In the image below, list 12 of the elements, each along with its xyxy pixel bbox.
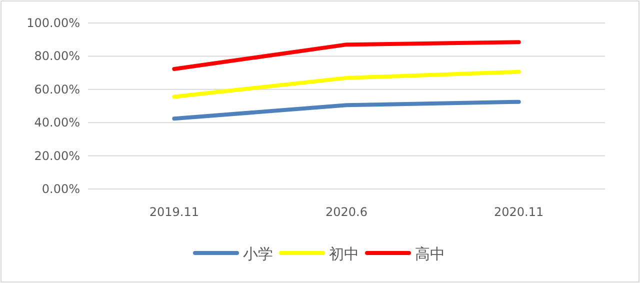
legend-label: 高中 [415,245,445,263]
x-tick-label: 2020.11 [494,205,544,219]
y-tick-label: 60.00% [34,82,80,96]
y-tick-label: 100.00% [26,16,80,30]
y-tick-label: 20.00% [34,148,80,163]
legend-label: 初中 [329,245,359,263]
x-tick-label: 2020.6 [326,205,368,219]
y-tick-label: 80.00% [34,49,80,64]
y-tick-label: 40.00% [34,116,80,130]
legend-label: 小学 [243,245,273,263]
y-tick-label: 0.00% [42,182,80,196]
x-tick-label: 2019.11 [149,205,199,219]
